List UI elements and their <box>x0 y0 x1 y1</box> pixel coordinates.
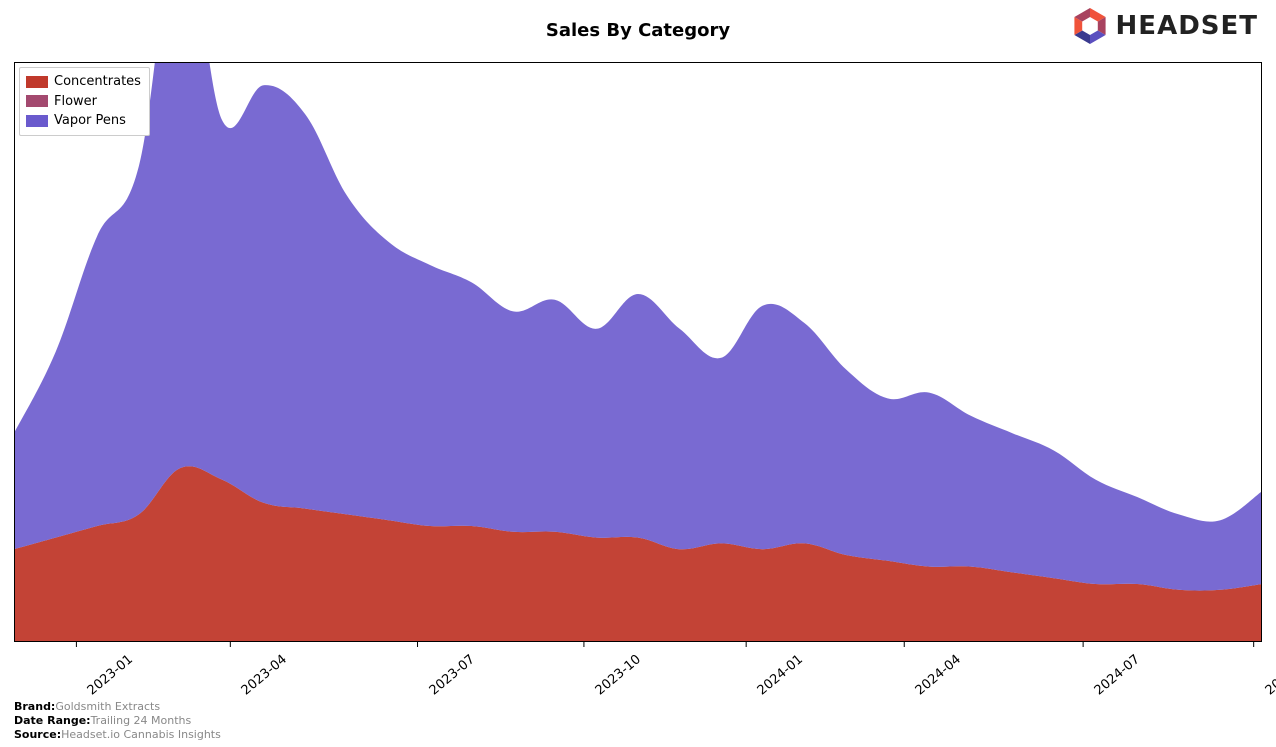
x-tick-label: 2023-10 <box>593 652 644 698</box>
legend-item: Concentrates <box>26 72 141 92</box>
meta-value: Goldsmith Extracts <box>55 700 160 713</box>
meta-value: Headset.io Cannabis Insights <box>61 728 221 741</box>
x-tick-label: 2023-07 <box>426 652 477 698</box>
legend-item: Vapor Pens <box>26 111 141 131</box>
metadata-block: Brand:Goldsmith ExtractsDate Range:Trail… <box>14 700 221 741</box>
legend-swatch <box>26 76 48 88</box>
plot-area: ConcentratesFlowerVapor Pens <box>14 62 1262 642</box>
legend-swatch <box>26 115 48 127</box>
meta-key: Brand: <box>14 700 55 713</box>
x-tick-label: 2024-01 <box>755 652 806 698</box>
legend-label: Flower <box>54 92 97 112</box>
legend-swatch <box>26 95 48 107</box>
legend: ConcentratesFlowerVapor Pens <box>19 67 150 136</box>
x-tick-label: 2023-04 <box>239 652 290 698</box>
meta-key: Source: <box>14 728 61 741</box>
x-tick-label: 2024-04 <box>913 652 964 698</box>
meta-line: Brand:Goldsmith Extracts <box>14 700 221 714</box>
x-tick-label: 2024-07 <box>1092 652 1143 698</box>
x-tick-label: 2024-10 <box>1262 652 1276 698</box>
meta-value: Trailing 24 Months <box>91 714 192 727</box>
legend-label: Vapor Pens <box>54 111 126 131</box>
brand-logo: HEADSET <box>1070 6 1258 46</box>
meta-key: Date Range: <box>14 714 91 727</box>
headset-logo-icon <box>1070 6 1110 46</box>
legend-label: Concentrates <box>54 72 141 92</box>
legend-item: Flower <box>26 92 141 112</box>
meta-line: Source:Headset.io Cannabis Insights <box>14 728 221 742</box>
x-tick-label: 2023-01 <box>85 652 136 698</box>
stacked-area-svg <box>14 62 1262 642</box>
brand-logo-text: HEADSET <box>1116 11 1258 41</box>
meta-line: Date Range:Trailing 24 Months <box>14 714 221 728</box>
